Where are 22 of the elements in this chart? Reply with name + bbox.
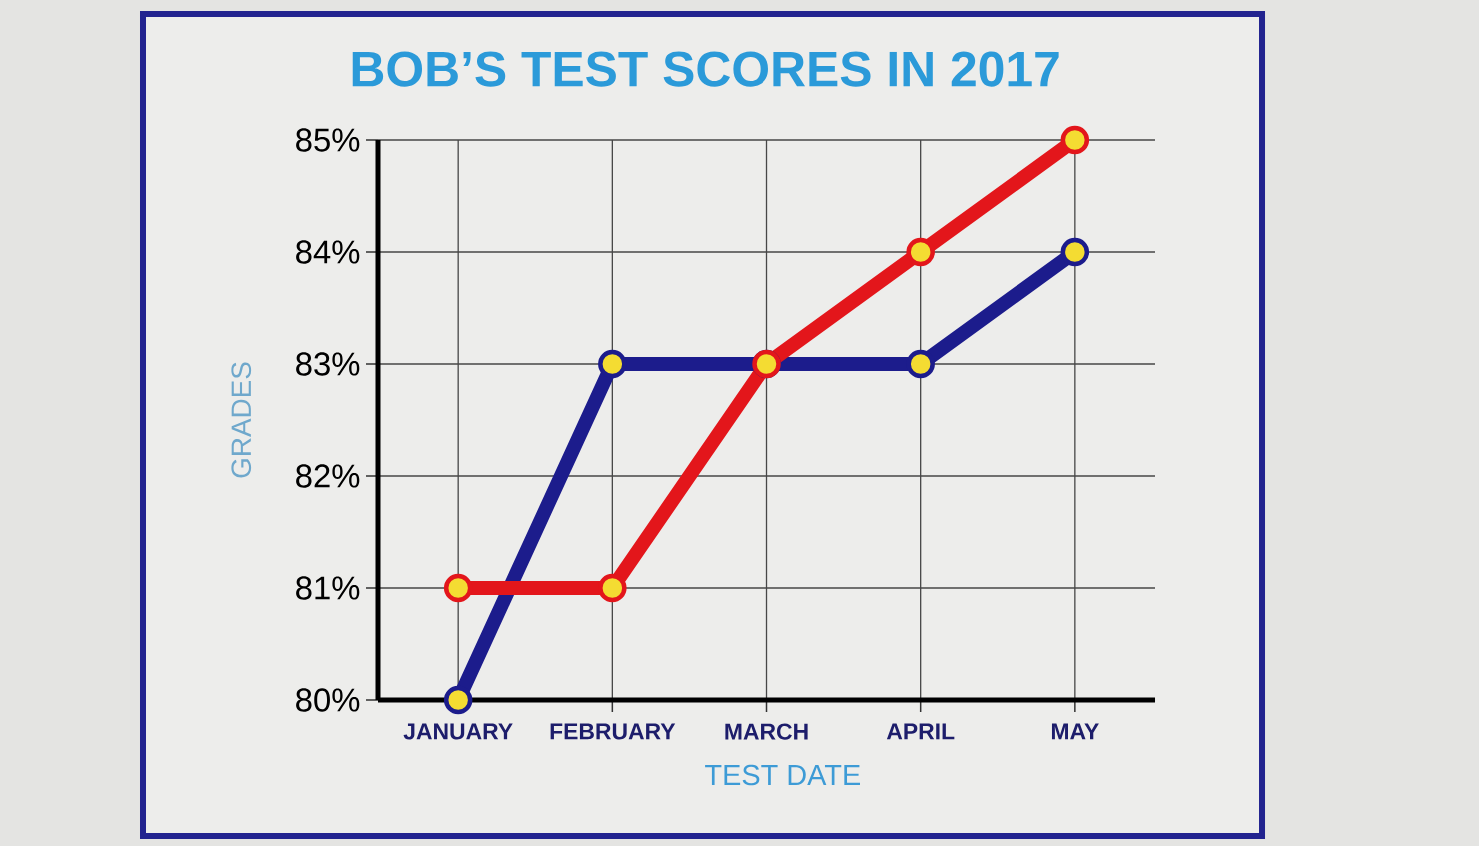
x-tick-label: JANUARY [403, 723, 513, 740]
point [598, 349, 627, 379]
point [906, 349, 935, 379]
chart-title: BOB’S TEST SCORES IN 2017 [352, 51, 1059, 87]
x-tick-label: MARCH [725, 723, 808, 740]
y-tick-label: 81% [296, 576, 360, 600]
point [598, 573, 627, 603]
x-tick-label: APRIL [886, 723, 955, 740]
y-tick-label: 84% [296, 240, 360, 264]
point [906, 237, 935, 267]
x-tick-label: MAY [1051, 723, 1099, 740]
point [443, 573, 473, 603]
y-tick-label: 80% [296, 688, 360, 712]
x-tick-label: FEBRUARY [550, 723, 676, 740]
point [1060, 237, 1090, 267]
point [443, 685, 473, 715]
point [1060, 125, 1090, 155]
y-tick-label: 85% [296, 128, 360, 152]
y-tick-label: 83% [296, 352, 360, 376]
x-axis-title: TEST DATE [705, 764, 860, 786]
y-tick-label: 82% [296, 464, 360, 488]
y-axis-title: GRADES [231, 362, 252, 478]
